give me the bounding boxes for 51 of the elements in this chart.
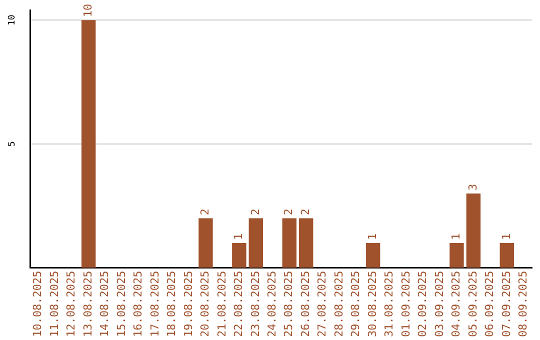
x-tick-label: 16.08.2025: [132, 270, 145, 338]
bar: [500, 243, 514, 268]
x-tick-label: 28.08.2025: [332, 270, 346, 338]
x-tick-label: 22.08.2025: [232, 270, 246, 338]
x-tick-label: 20.08.2025: [198, 270, 212, 338]
x-tick-label: 08.09.2025: [516, 270, 530, 338]
data-label: 2: [298, 208, 312, 216]
bar: [81, 20, 96, 268]
data-label: 10: [81, 4, 94, 18]
x-tick-label: 04.09.2025: [450, 270, 463, 338]
bar: [450, 243, 464, 268]
x-tick-label: 13.08.2025: [81, 270, 94, 338]
x-tick-label: 31.08.2025: [382, 270, 396, 338]
x-tick-label: 30.08.2025: [366, 270, 379, 338]
x-tick-label: 02.09.2025: [416, 270, 430, 338]
data-label: 3: [466, 184, 480, 190]
x-tick-label: 23.08.2025: [248, 270, 262, 338]
bar: [198, 218, 213, 268]
x-tick-label: 03.09.2025: [432, 270, 446, 338]
data-label: 2: [282, 208, 296, 216]
bar: [232, 243, 246, 268]
x-tick-label: 15.08.2025: [114, 270, 128, 338]
bar: [248, 218, 264, 268]
data-label: 1: [500, 233, 513, 240]
x-tick-label: 17.08.2025: [148, 270, 162, 338]
x-tick-label: 14.08.2025: [98, 270, 112, 338]
bar: [298, 218, 314, 268]
data-label: 1: [232, 233, 246, 240]
x-tick-label: 26.08.2025: [298, 270, 312, 338]
x-tick-label: 06.09.2025: [483, 270, 496, 338]
x-tick-label: 07.09.2025: [500, 270, 513, 338]
x-tick-label: 24.08.2025: [265, 270, 278, 338]
y-tick-label: 5: [7, 141, 18, 147]
data-label: 2: [198, 208, 212, 216]
x-tick-label: 05.09.2025: [466, 270, 480, 338]
data-label: 1: [366, 233, 379, 240]
x-tick-label: 21.08.2025: [215, 270, 228, 338]
x-tick-label: 29.08.2025: [349, 270, 362, 338]
x-tick-label: 18.08.2025: [165, 270, 178, 338]
data-label: 1: [450, 233, 463, 240]
x-tick-label: 27.08.2025: [316, 270, 329, 338]
x-tick-label: 19.08.2025: [182, 270, 195, 338]
bar: [282, 218, 296, 268]
x-tick-label: 11.08.2025: [48, 270, 61, 338]
x-tick-label: 12.08.2025: [64, 270, 78, 338]
x-tick-label: 01.09.2025: [399, 270, 412, 338]
bar: [366, 243, 380, 268]
bar: [466, 193, 481, 268]
x-tick-label: 25.08.2025: [282, 270, 296, 338]
x-tick-label: 10.08.2025: [31, 270, 44, 338]
data-label: 2: [248, 208, 262, 216]
